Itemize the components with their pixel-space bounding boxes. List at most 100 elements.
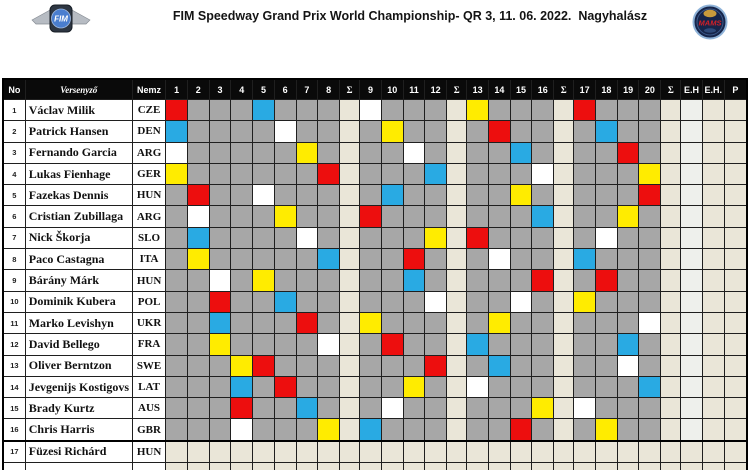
eh2-cell: [701, 205, 725, 228]
nation-cell: LAT: [131, 375, 167, 399]
heat-cell-19: [616, 462, 640, 470]
heat-cell-8: [317, 397, 340, 420]
sum-cell: [553, 462, 575, 470]
heat-cell-17: [573, 462, 597, 470]
heat-cell-15: [509, 226, 533, 250]
heat-cell-3: [208, 333, 232, 356]
heat-cell-10: [380, 311, 404, 335]
rider-name-cell: David Bellego: [24, 333, 133, 356]
heat-cell-5: [252, 98, 275, 122]
rider-row-1: 1 Václav Milik CZE: [2, 98, 748, 122]
eh-cell: [680, 269, 703, 292]
heat-cell-1: [165, 333, 188, 356]
col-header-heat-1: 1: [165, 78, 188, 100]
heat-cell-20: [638, 248, 662, 271]
heat-cell-4: [230, 375, 254, 399]
heat-cell-14: [487, 226, 511, 250]
heat-cell-19: [616, 418, 640, 442]
heat-cell-5: [252, 375, 275, 399]
heat-cell-13: [466, 226, 489, 250]
eh-cell: [680, 311, 703, 335]
sum-cell: [338, 462, 361, 470]
col-header-heat-16: 16: [531, 78, 555, 100]
heat-cell-14: [487, 98, 511, 122]
heat-cell-10: [380, 290, 404, 313]
heat-cell-17: [573, 184, 597, 207]
sum-cell: [446, 226, 468, 250]
heat-cell-15: [509, 248, 533, 271]
heat-cell-19: [616, 248, 640, 271]
heat-cell-19: [616, 162, 640, 186]
sum-cell: [553, 226, 575, 250]
col-header-p: P: [723, 78, 748, 100]
heat-cell-8: [317, 418, 340, 442]
heat-cell-2: [186, 375, 210, 399]
heat-cell-4: [230, 269, 254, 292]
heat-cell-4: [230, 162, 254, 186]
heat-cell-7: [295, 418, 319, 442]
heat-cell-4: [230, 290, 254, 313]
heat-cell-11: [402, 462, 426, 470]
heat-cell-10: [380, 226, 404, 250]
rider-row-4: 4 Lukas Fienhage GER: [2, 162, 748, 186]
col-header-sum: Σ: [338, 78, 361, 100]
eh2-cell: [701, 418, 725, 442]
heat-cell-5: [252, 248, 275, 271]
heat-cell-5: [252, 184, 275, 207]
eh2-cell: [701, 248, 725, 271]
eh-cell: [680, 98, 703, 122]
heat-cell-11: [402, 333, 426, 356]
p-cell: [723, 205, 748, 228]
sum-cell: [338, 226, 361, 250]
heat-cell-17: [573, 375, 597, 399]
col-header-eh2: E.H.: [701, 78, 725, 100]
heat-cell-12: [424, 397, 448, 420]
heat-cell-16: [531, 205, 555, 228]
heat-cell-3: [208, 98, 232, 122]
mams-logo: MAMS: [692, 4, 728, 40]
heat-cell-9: [359, 440, 382, 464]
heat-cell-3: [208, 269, 232, 292]
heat-cell-18: [595, 248, 618, 271]
eh-cell: [680, 290, 703, 313]
p-cell: [723, 120, 748, 143]
heat-cell-5: [252, 226, 275, 250]
heat-cell-10: [380, 120, 404, 143]
heat-cell-18: [595, 290, 618, 313]
col-header-eh: E.H: [680, 78, 703, 100]
heat-cell-1: [165, 98, 188, 122]
heat-cell-4: [230, 98, 254, 122]
heat-cell-8: [317, 98, 340, 122]
rider-row-13: 13 Oliver Berntzon SWE: [2, 354, 748, 377]
sum-cell: [338, 98, 361, 122]
rider-row-8: 8 Paco Castagna ITA: [2, 248, 748, 271]
heat-cell-16: [531, 120, 555, 143]
heat-cell-9: [359, 120, 382, 143]
rider-name-cell: Bárány Márk: [24, 269, 133, 292]
heat-cell-16: [531, 354, 555, 377]
col-header-heat-7: 7: [295, 78, 319, 100]
eh2-cell: [701, 141, 725, 164]
heat-cell-12: [424, 269, 448, 292]
heat-cell-17: [573, 226, 597, 250]
sum-cell: [338, 141, 361, 164]
sum-cell: [553, 290, 575, 313]
heat-cell-5: [252, 440, 275, 464]
heat-cell-13: [466, 184, 489, 207]
heat-cell-10: [380, 354, 404, 377]
heat-cell-15: [509, 440, 533, 464]
heat-cell-7: [295, 226, 319, 250]
col-header-heat-4: 4: [230, 78, 254, 100]
eh-cell: [680, 226, 703, 250]
heat-cell-11: [402, 311, 426, 335]
p-cell: [723, 248, 748, 271]
heat-cell-10: [380, 333, 404, 356]
heat-cell-6: [273, 440, 297, 464]
heat-cell-16: [531, 226, 555, 250]
heat-cell-7: [295, 290, 319, 313]
heat-cell-20: [638, 162, 662, 186]
nation-cell: ITA: [131, 248, 167, 271]
heat-cell-2: [186, 462, 210, 470]
heat-cell-19: [616, 354, 640, 377]
sum-cell: [660, 120, 682, 143]
